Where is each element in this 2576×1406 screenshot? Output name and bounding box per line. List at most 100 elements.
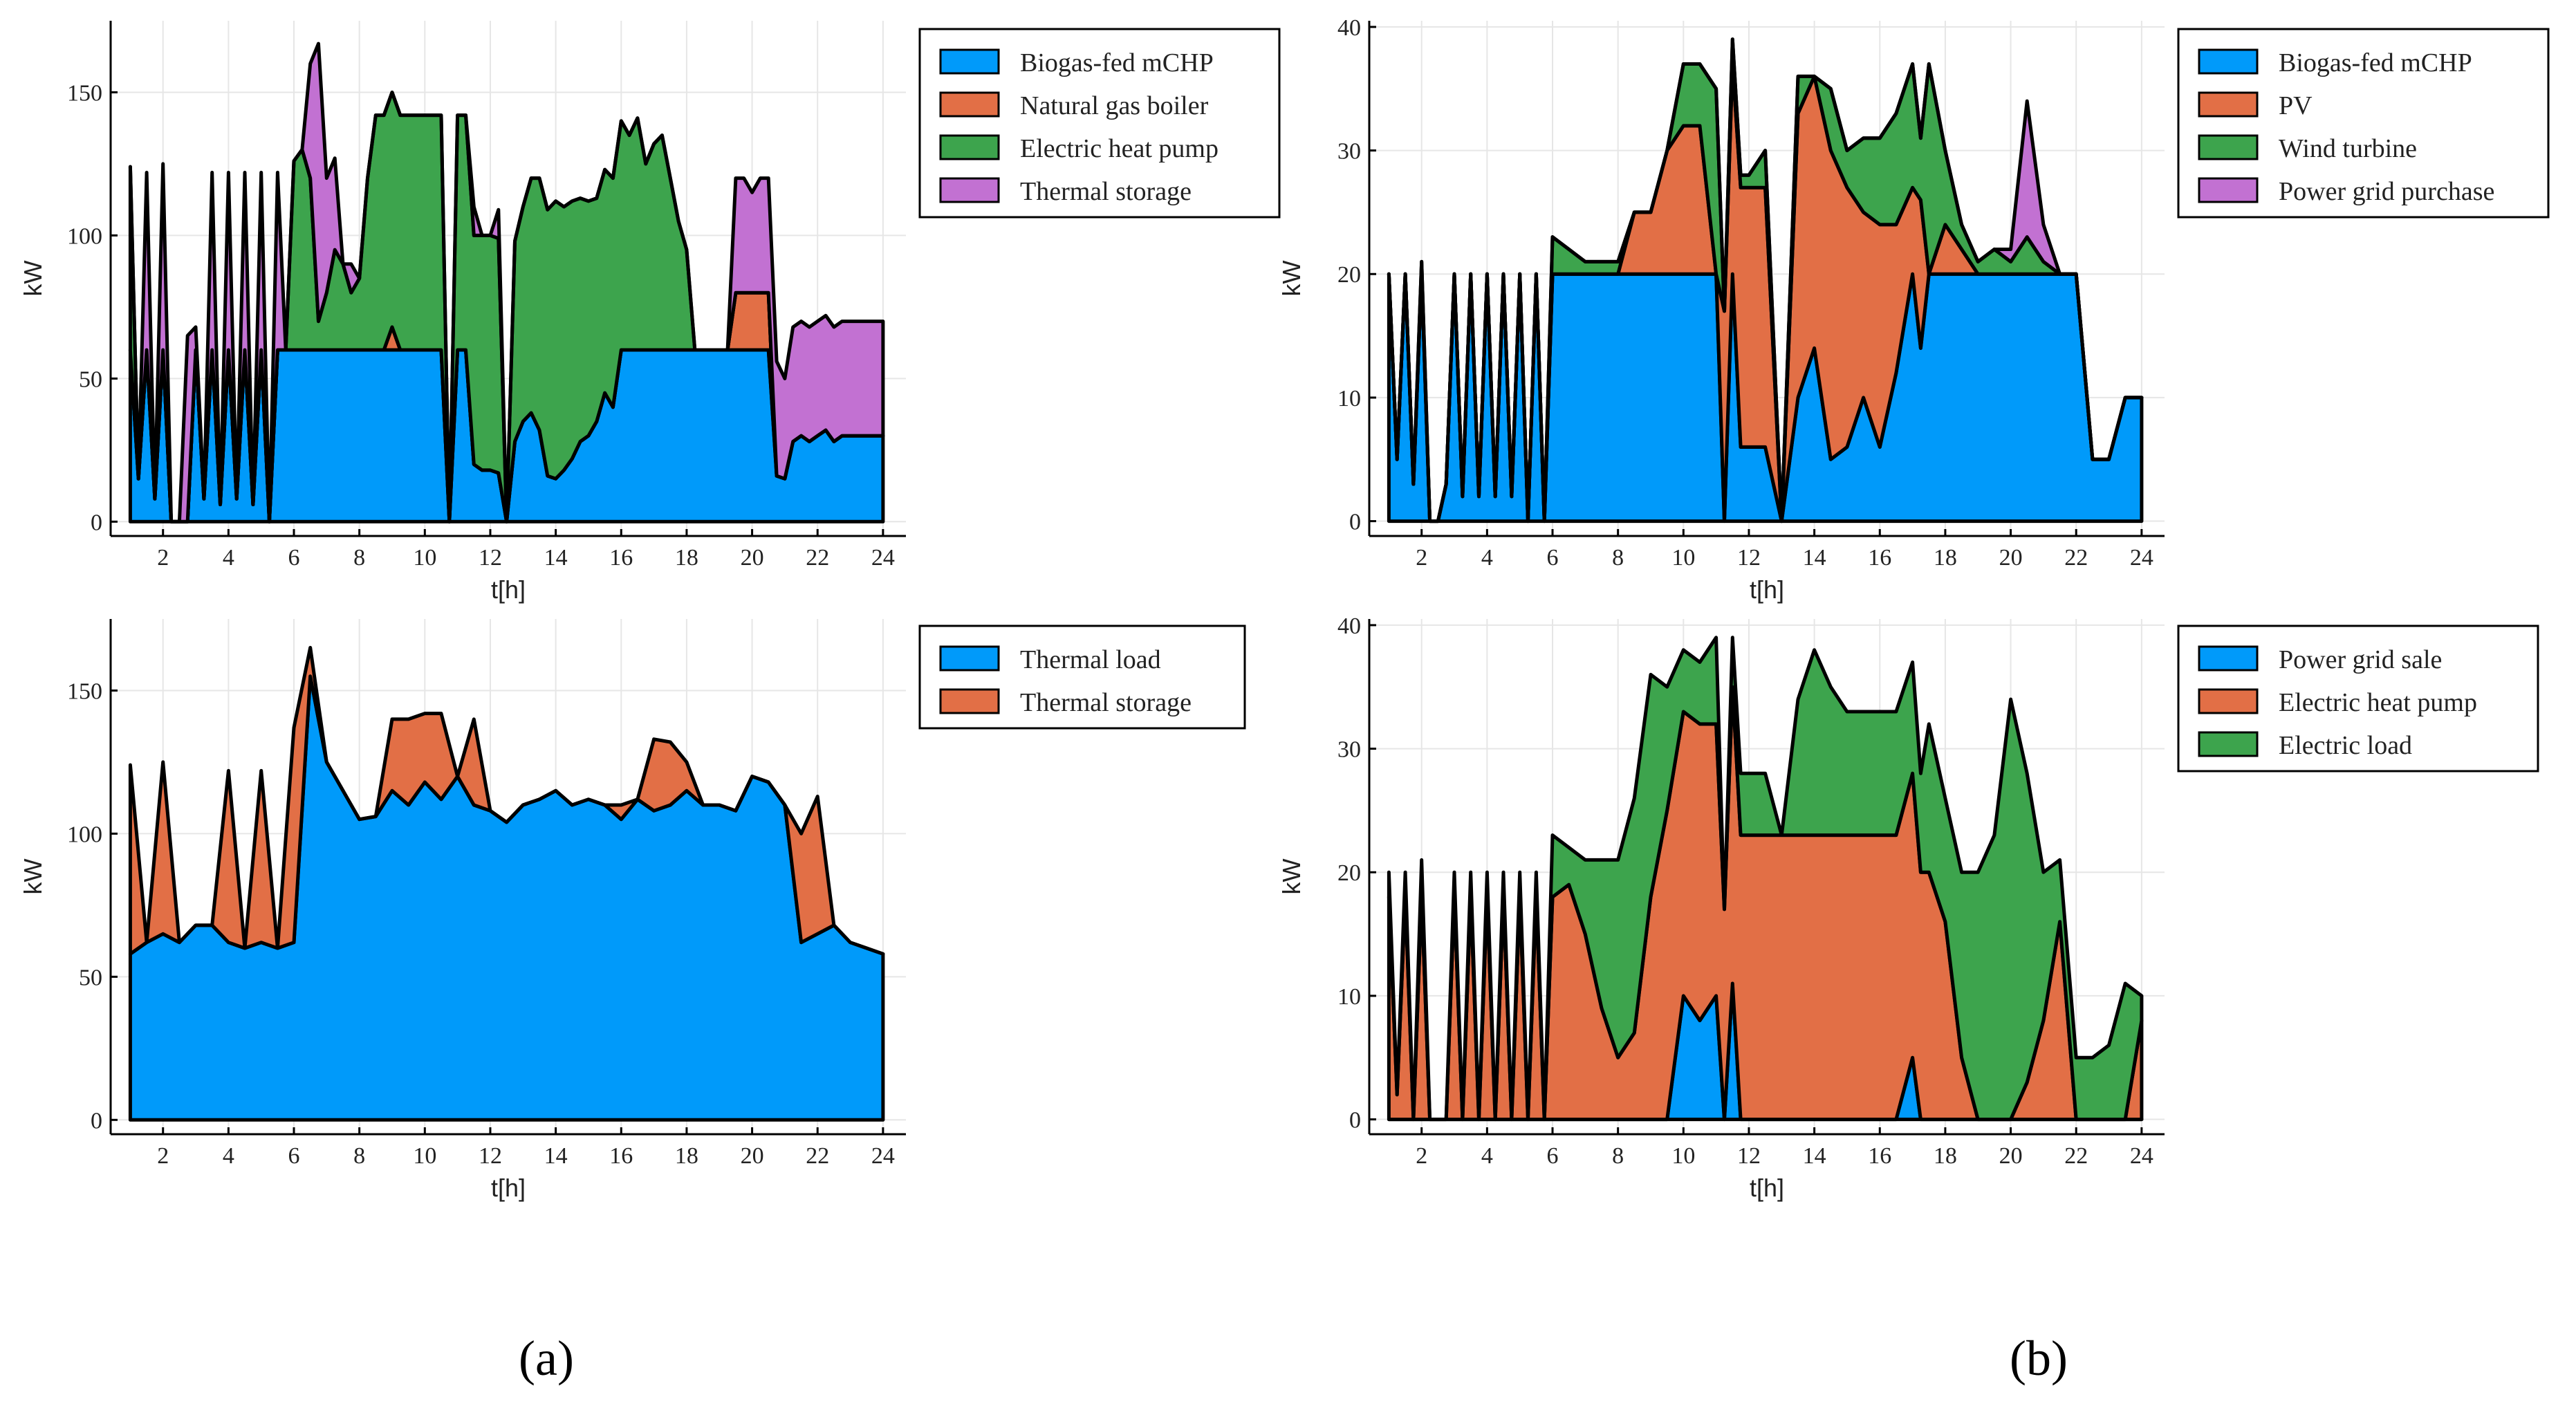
y-tick-label-4: 40 <box>1337 613 1361 639</box>
legend-label-0: Biogas-fed mCHP <box>2279 48 2472 77</box>
x-tick-label-8: 18 <box>675 545 698 571</box>
y-tick-label-1: 50 <box>79 367 102 392</box>
x-tick-label-4: 10 <box>1671 545 1695 571</box>
chart-b-top: 2 4 6 8 10 12 14 16 18 20 22 24010203040t[h]kWBioga… <box>1277 15 2550 604</box>
x-tick-label-0: 2 <box>157 545 169 571</box>
legend-label-0: Power grid sale <box>2279 645 2442 674</box>
legend-swatch-0 <box>2198 48 2259 75</box>
x-tick-label-7: 16 <box>1868 545 1891 571</box>
x-tick-label-9: 20 <box>1999 545 2023 571</box>
y-tick-label-0: 0 <box>1349 1108 1361 1134</box>
x-tick-label-1: 4 <box>1481 545 1493 571</box>
x-tick-label-0: 2 <box>1416 545 1427 571</box>
y-tick-label-3: 30 <box>1337 737 1361 763</box>
legend-swatch-3 <box>939 177 1000 203</box>
y-tick-label-0: 0 <box>91 510 102 535</box>
y-tick-label-2: 100 <box>67 822 102 847</box>
panel-label-b: (b) <box>2010 1331 2068 1386</box>
x-tick-label-7: 16 <box>609 545 633 571</box>
x-axis-label: t[h] <box>1750 1174 1784 1202</box>
x-tick-label-3: 8 <box>1612 545 1624 571</box>
x-tick-label-10: 22 <box>2064 545 2088 571</box>
y-tick-label-2: 100 <box>67 223 102 249</box>
legend-swatch-3 <box>2198 177 2259 203</box>
legend-swatch-1 <box>939 91 1000 118</box>
x-axis-label: t[h] <box>1750 575 1784 604</box>
x-tick-label-2: 6 <box>1547 545 1559 571</box>
x-tick-label-5: 12 <box>479 545 502 571</box>
x-tick-label-8: 18 <box>675 1143 698 1169</box>
chart-a-top: 2 4 6 8 10 12 14 16 18 20 22 24050100150t[h]kWBioga… <box>19 21 1281 604</box>
x-tick-label-11: 24 <box>2130 1143 2153 1169</box>
area-series-0 <box>128 674 885 1122</box>
chart-a-bottom: 2 4 6 8 10 12 14 16 18 20 22 24050100150t[h]kWTherm… <box>19 619 1246 1202</box>
legend-swatch-0 <box>939 645 1000 672</box>
x-tick-label-6: 14 <box>544 1143 568 1169</box>
legend-label-2: Wind turbine <box>2279 134 2417 163</box>
x-tick-label-5: 12 <box>1737 1143 1761 1169</box>
x-tick-label-6: 14 <box>544 545 568 571</box>
x-tick-label-8: 18 <box>1934 1143 1957 1169</box>
x-tick-label-4: 10 <box>413 1143 436 1169</box>
y-axis-label: kW <box>1277 260 1306 296</box>
y-tick-label-3: 30 <box>1337 139 1361 165</box>
x-axis-label: t[h] <box>491 1174 526 1202</box>
legend-label-1: Electric heat pump <box>2279 688 2477 717</box>
chart-b-bottom: 2 4 6 8 10 12 14 16 18 20 22 24010203040t[h]kWPower… <box>1277 613 2539 1202</box>
legend-label-2: Electric heat pump <box>1020 134 1218 163</box>
x-tick-label-11: 24 <box>871 545 895 571</box>
panel-label-a: (a) <box>519 1331 574 1386</box>
x-tick-label-7: 16 <box>609 1143 633 1169</box>
x-tick-label-11: 24 <box>871 1143 895 1169</box>
y-tick-label-0: 0 <box>1349 510 1361 535</box>
area-series-3 <box>128 41 885 524</box>
legend-label-1: Natural gas boiler <box>1020 91 1209 120</box>
legend-label-2: Electric load <box>2279 731 2412 760</box>
x-tick-label-0: 2 <box>1416 1143 1427 1169</box>
legend-swatch-0 <box>939 48 1000 75</box>
legend-label-0: Thermal load <box>1020 645 1161 674</box>
x-tick-label-9: 20 <box>741 545 764 571</box>
x-tick-label-6: 14 <box>1803 545 1826 571</box>
area-series-3 <box>1387 37 2144 524</box>
legend-box <box>918 625 1246 730</box>
y-tick-label-1: 10 <box>1337 984 1361 1010</box>
legend-swatch-2 <box>939 134 1000 160</box>
x-tick-label-1: 4 <box>223 1143 234 1169</box>
legend-label-1: Thermal storage <box>1020 688 1192 717</box>
area-series-1 <box>128 645 885 956</box>
x-tick-label-11: 24 <box>2130 545 2153 571</box>
legend-swatch-1 <box>939 688 1000 714</box>
x-tick-label-1: 4 <box>223 545 234 571</box>
y-tick-label-3: 150 <box>67 678 102 704</box>
legend-swatch-0 <box>2198 645 2259 672</box>
x-tick-label-9: 20 <box>741 1143 764 1169</box>
x-tick-label-10: 22 <box>2064 1143 2088 1169</box>
legend-swatch-1 <box>2198 688 2259 714</box>
y-tick-label-2: 20 <box>1337 860 1361 886</box>
x-axis-label: t[h] <box>491 575 526 604</box>
x-tick-label-2: 6 <box>1547 1143 1559 1169</box>
y-axis-label: kW <box>1277 858 1306 894</box>
area-series-2 <box>1387 636 2144 1122</box>
legend-label-3: Power grid purchase <box>2279 177 2494 206</box>
legend-label-3: Thermal storage <box>1020 177 1192 206</box>
legend-swatch-2 <box>2198 134 2259 160</box>
legend-swatch-1 <box>2198 91 2259 118</box>
y-tick-label-3: 150 <box>67 80 102 106</box>
y-tick-label-1: 50 <box>79 965 102 990</box>
x-tick-label-2: 6 <box>288 545 300 571</box>
legend-label-0: Biogas-fed mCHP <box>1020 48 1214 77</box>
x-tick-label-7: 16 <box>1868 1143 1891 1169</box>
x-tick-label-4: 10 <box>1671 1143 1695 1169</box>
legend-label-1: PV <box>2279 91 2313 120</box>
x-tick-label-3: 8 <box>353 1143 365 1169</box>
y-tick-label-4: 40 <box>1337 15 1361 41</box>
x-tick-label-9: 20 <box>1999 1143 2023 1169</box>
x-tick-label-5: 12 <box>1737 545 1761 571</box>
x-tick-label-5: 12 <box>479 1143 502 1169</box>
y-tick-label-0: 0 <box>91 1108 102 1134</box>
x-tick-label-10: 22 <box>806 1143 829 1169</box>
legend-swatch-2 <box>2198 731 2259 757</box>
